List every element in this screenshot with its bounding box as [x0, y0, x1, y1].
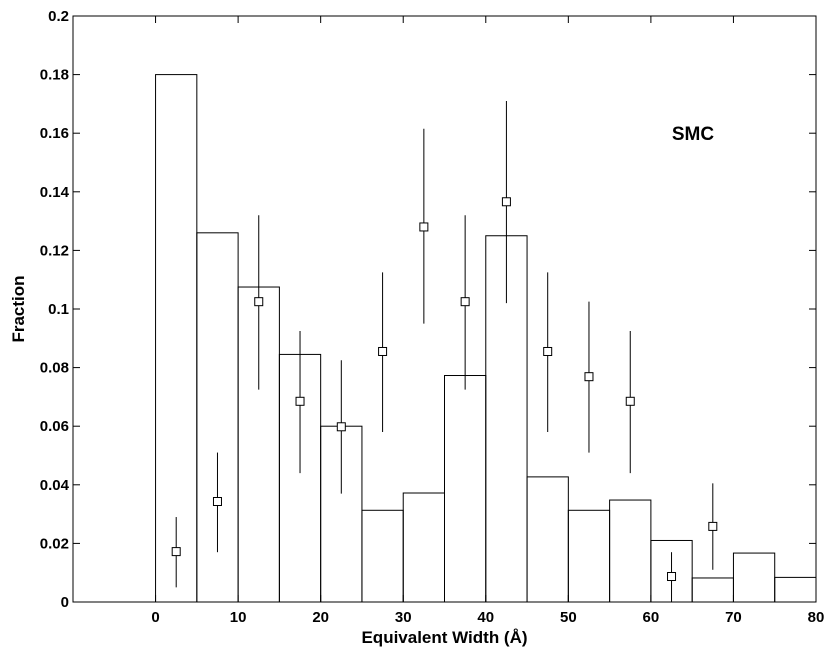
x-axis-title: Equivalent Width (Å)	[361, 628, 527, 647]
y-tick-label: 0.02	[40, 535, 69, 552]
y-tick-label: 0.08	[40, 360, 69, 377]
histogram-bar	[691, 577, 734, 603]
data-point-square	[708, 521, 718, 531]
x-tick-label: 70	[725, 609, 742, 626]
y-tick-label: 0.14	[40, 184, 70, 201]
y-tick-label: 0.06	[40, 418, 69, 435]
data-points	[171, 197, 718, 582]
histogram-bar	[732, 552, 776, 603]
x-tick-label: 50	[560, 609, 577, 626]
y-tick-label: 0.12	[40, 242, 69, 259]
histogram-bar	[526, 476, 569, 603]
data-point-square	[460, 297, 470, 307]
data-point-square	[543, 346, 553, 356]
histogram-bar	[609, 499, 652, 603]
data-point-square	[295, 396, 305, 406]
data-point-square	[625, 396, 635, 406]
y-tick-label: 0.04	[40, 477, 70, 494]
x-tick-label: 30	[395, 609, 412, 626]
axis-ticks: 0 10 20 30 40 50 60 70 80 0 0.02 0.04 0.06 0.08 0.1 0.1…	[40, 8, 825, 626]
y-tick-label: 0.16	[40, 125, 69, 142]
y-tick-label: 0.18	[40, 67, 69, 84]
histogram-bar	[361, 509, 404, 603]
histogram-bar	[444, 375, 487, 603]
data-point-square	[336, 422, 346, 432]
data-point-square	[667, 572, 677, 582]
y-tick-label: 0.1	[48, 301, 69, 318]
data-point-square	[501, 197, 511, 207]
y-tick-label: 0	[61, 594, 69, 611]
data-point-square	[171, 547, 181, 557]
annotation-smc: SMC	[672, 124, 715, 145]
y-tick-label: 0.2	[48, 8, 69, 25]
x-tick-label: 40	[477, 609, 494, 626]
data-point-square	[584, 372, 594, 382]
x-tick-label: 80	[808, 609, 825, 626]
x-tick-label: 60	[643, 609, 660, 626]
data-point-square	[254, 297, 264, 307]
data-point-square	[419, 222, 429, 232]
data-point-square	[212, 497, 222, 507]
x-tick-label: 10	[230, 609, 247, 626]
histogram-bar	[402, 492, 446, 603]
histogram-bar	[567, 509, 611, 603]
x-tick-label: 20	[312, 609, 329, 626]
x-tick-label: 0	[151, 609, 159, 626]
histogram-bar	[774, 576, 817, 603]
y-axis-title: Fraction	[9, 275, 28, 342]
data-point-square	[378, 346, 388, 356]
